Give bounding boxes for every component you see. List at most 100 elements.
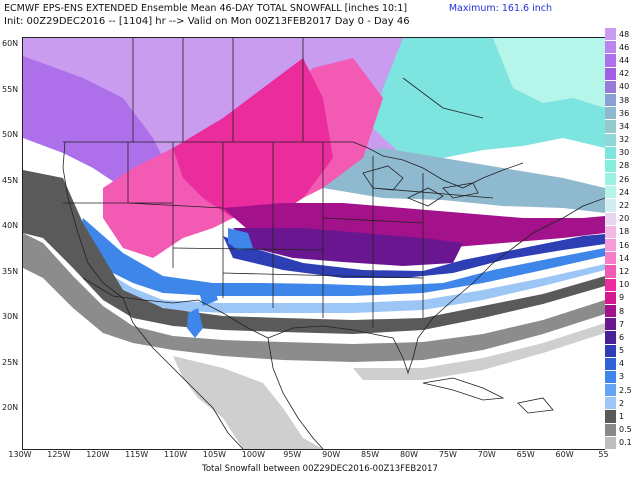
blue-band-south: [78, 218, 605, 296]
gulf-coastline: [267, 197, 605, 375]
legend-swatch: [605, 397, 616, 411]
legend-swatch: [605, 120, 616, 134]
legend-label: 5: [619, 346, 625, 356]
init-valid-line: Init: 00Z29DEC2016 -- [1104] hr --> Vali…: [4, 16, 410, 27]
legend-swatch: [605, 41, 616, 55]
longitude-label: 75W: [438, 450, 457, 459]
legend-label: 34: [619, 121, 630, 131]
legend-label: 1: [619, 412, 625, 422]
legend-label: 7: [619, 319, 625, 329]
map-title: ECMWF EPS-ENS EXTENDED Ensemble Mean 46-…: [4, 3, 408, 14]
latitude-label: 25N: [2, 357, 19, 367]
legend-label: 0.1: [619, 438, 632, 448]
legend-label: 46: [619, 42, 630, 52]
legend-label: 4: [619, 359, 625, 369]
maximum-label: Maximum: 161.6 inch: [448, 3, 552, 14]
legend-swatch: [605, 239, 616, 253]
legend-label: 20: [619, 214, 630, 224]
longitude-label: 95W: [283, 450, 302, 459]
legend-swatch: [605, 173, 616, 187]
hispaniola-outline: [517, 397, 554, 414]
legend-label: 2.5: [619, 385, 632, 395]
darkpurple-band-ohio: [233, 228, 463, 266]
legend-swatch: [605, 186, 616, 200]
legend-swatch: [605, 80, 616, 94]
longitude-label: 120W: [86, 450, 110, 459]
longitude-label: 65W: [516, 450, 535, 459]
us-mexico-border: [82, 277, 269, 339]
legend-swatch: [605, 331, 616, 345]
legend-swatch: [605, 67, 616, 81]
latitude-label: 40N: [2, 221, 19, 230]
legend-swatch: [605, 410, 616, 424]
legend-swatch: [605, 357, 616, 371]
legend-label: 32: [619, 135, 630, 145]
latitude-label: 30N: [2, 312, 19, 321]
legend-swatch: [605, 423, 616, 437]
longitude-label: 110W: [164, 450, 188, 459]
longitude-label: 80W: [399, 450, 419, 459]
longitude-label: 100W: [241, 450, 265, 459]
longitude-label: 105W: [202, 450, 227, 459]
longitude-label: 115W: [125, 450, 149, 459]
legend-label: 9: [619, 293, 625, 303]
latitude-label: 20N: [2, 403, 19, 412]
legend-label: 26: [619, 174, 630, 184]
longitude-label: 70W: [477, 450, 496, 459]
legend-swatch: [605, 146, 616, 160]
legend-swatch: [605, 225, 616, 239]
legend-swatch: [605, 265, 616, 279]
latitude-label: 55N: [2, 84, 19, 94]
legend-label: 3: [619, 372, 625, 382]
latitude-label: 50N: [2, 130, 19, 139]
legend-swatch: [605, 344, 616, 358]
latitude-label: 45N: [2, 175, 19, 185]
legend-swatch: [605, 54, 616, 68]
legend-swatch: [605, 252, 616, 266]
legend-swatch: [605, 436, 616, 450]
legend-swatch: [605, 291, 616, 305]
lightblue-band-south: [73, 238, 605, 313]
cuba-outline: [422, 377, 505, 401]
political-borders: [62, 38, 605, 449]
longitude-label: 90W: [322, 450, 341, 459]
legend-label: 12: [619, 266, 630, 276]
longitude-label: 85W: [361, 450, 380, 459]
footer-caption: Total Snowfall between 00Z29DEC2016-00Z1…: [202, 464, 438, 474]
canada-us-border: [63, 141, 524, 189]
legend-swatch: [605, 384, 616, 398]
legend-label: 0.5: [619, 425, 632, 435]
legend-label: 8: [619, 306, 625, 316]
snowfall-map-graphic: [23, 38, 605, 449]
great-lakes: [362, 165, 479, 207]
legend-label: 16: [619, 240, 630, 250]
legend-swatch: [605, 107, 616, 121]
lightgray-band-mexico: [173, 356, 323, 449]
legend-label: 6: [619, 332, 625, 342]
legend-label: 48: [619, 29, 630, 39]
mexico-coast: [122, 297, 324, 449]
legend-swatch: [605, 278, 616, 292]
legend-label: 44: [619, 55, 630, 65]
magenta-band-central: [173, 58, 333, 218]
legend-swatch: [605, 199, 616, 213]
legend-swatch: [605, 28, 616, 42]
teal-band-greatlakes: [323, 148, 605, 213]
blue-spots-mountains: [187, 228, 253, 338]
palecyan-band-north: [493, 38, 605, 108]
latitude-label: 60N: [2, 39, 19, 48]
longitude-label: 130W: [8, 450, 32, 459]
snowfall-legend: 48 46 44 42 40 38 36 34 32 30 28 26 24 22 20 18 16 14 12 10…: [605, 28, 637, 450]
longitude-label: 125W: [47, 450, 71, 459]
us-coastline-west: [62, 141, 124, 299]
snowfall-map: [22, 37, 606, 450]
canada-provinces: [132, 38, 484, 142]
legend-swatch: [605, 370, 616, 385]
legend-label: 10: [619, 280, 630, 290]
lightgray-band-caribbean: [353, 323, 605, 380]
legend-swatch: [605, 93, 616, 108]
longitude-label: 55: [598, 450, 609, 459]
legend-swatch: [605, 212, 616, 226]
legend-label: 24: [619, 187, 630, 197]
legend-swatch: [605, 318, 616, 332]
